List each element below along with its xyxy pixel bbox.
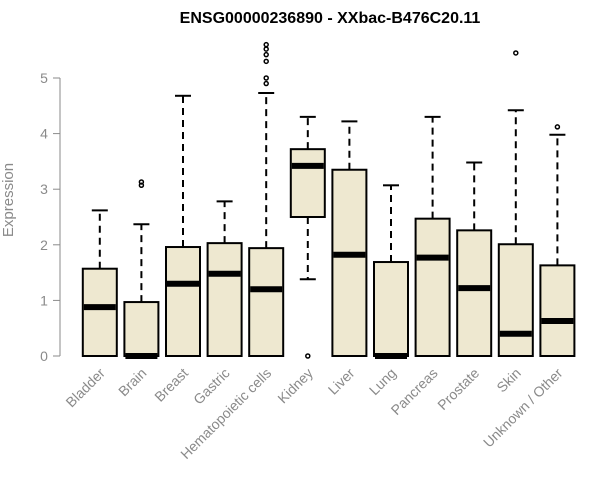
outlier-point (513, 50, 519, 56)
box-group (81, 209, 118, 358)
box-group (206, 200, 243, 357)
outlier-point (305, 353, 311, 359)
box-group (123, 179, 160, 359)
box-group (289, 115, 326, 359)
box (497, 243, 534, 357)
box (414, 217, 451, 357)
box-group (248, 41, 285, 357)
box-group (456, 161, 493, 357)
x-tick-label: Skin (493, 365, 524, 396)
y-axis-label: Expression (0, 163, 17, 237)
outlier-point (263, 80, 269, 87)
x-tick-label: Prostate (434, 365, 482, 413)
outlier-point (554, 124, 561, 130)
outlier-point (263, 58, 269, 65)
box (456, 229, 493, 357)
x-tick-label: Kidney (274, 365, 316, 407)
box-group (165, 94, 201, 357)
box-group (497, 50, 534, 357)
box (248, 247, 285, 357)
boxes (81, 41, 576, 359)
x-tick-label: Breast (151, 365, 191, 405)
box (373, 261, 409, 358)
outlier-point (263, 75, 269, 81)
outlier-point (138, 179, 145, 185)
x-tick-label: Liver (325, 365, 358, 398)
x-tick-label: Unknown / Other (480, 365, 566, 451)
outlier-point (263, 41, 269, 48)
box (81, 267, 118, 358)
y-tick-label: 3 (40, 181, 48, 197)
x-tick-label: Lung (366, 365, 399, 398)
y-tick-label: 4 (40, 126, 48, 142)
outlier-point (263, 46, 269, 52)
box (289, 148, 326, 218)
box-group (539, 124, 576, 358)
box (165, 246, 201, 357)
box-group (414, 115, 451, 357)
y-tick-label: 5 (40, 70, 48, 86)
y-axis: 0 1 2 3 4 5 (40, 70, 61, 364)
x-tick-label: Bladder (62, 365, 108, 411)
box-group (373, 184, 409, 359)
box (206, 242, 243, 357)
chart-title: ENSG00000236890 - XXbac-B476C20.11 (180, 10, 481, 27)
y-tick-label: 0 (40, 348, 48, 364)
box (331, 168, 368, 357)
y-tick-label: 1 (40, 292, 48, 308)
box (539, 264, 576, 358)
box (123, 301, 160, 357)
box-group (331, 120, 368, 357)
x-tick-label: Brain (115, 365, 149, 399)
outlier-point (263, 51, 269, 58)
y-tick-label: 2 (40, 237, 48, 253)
